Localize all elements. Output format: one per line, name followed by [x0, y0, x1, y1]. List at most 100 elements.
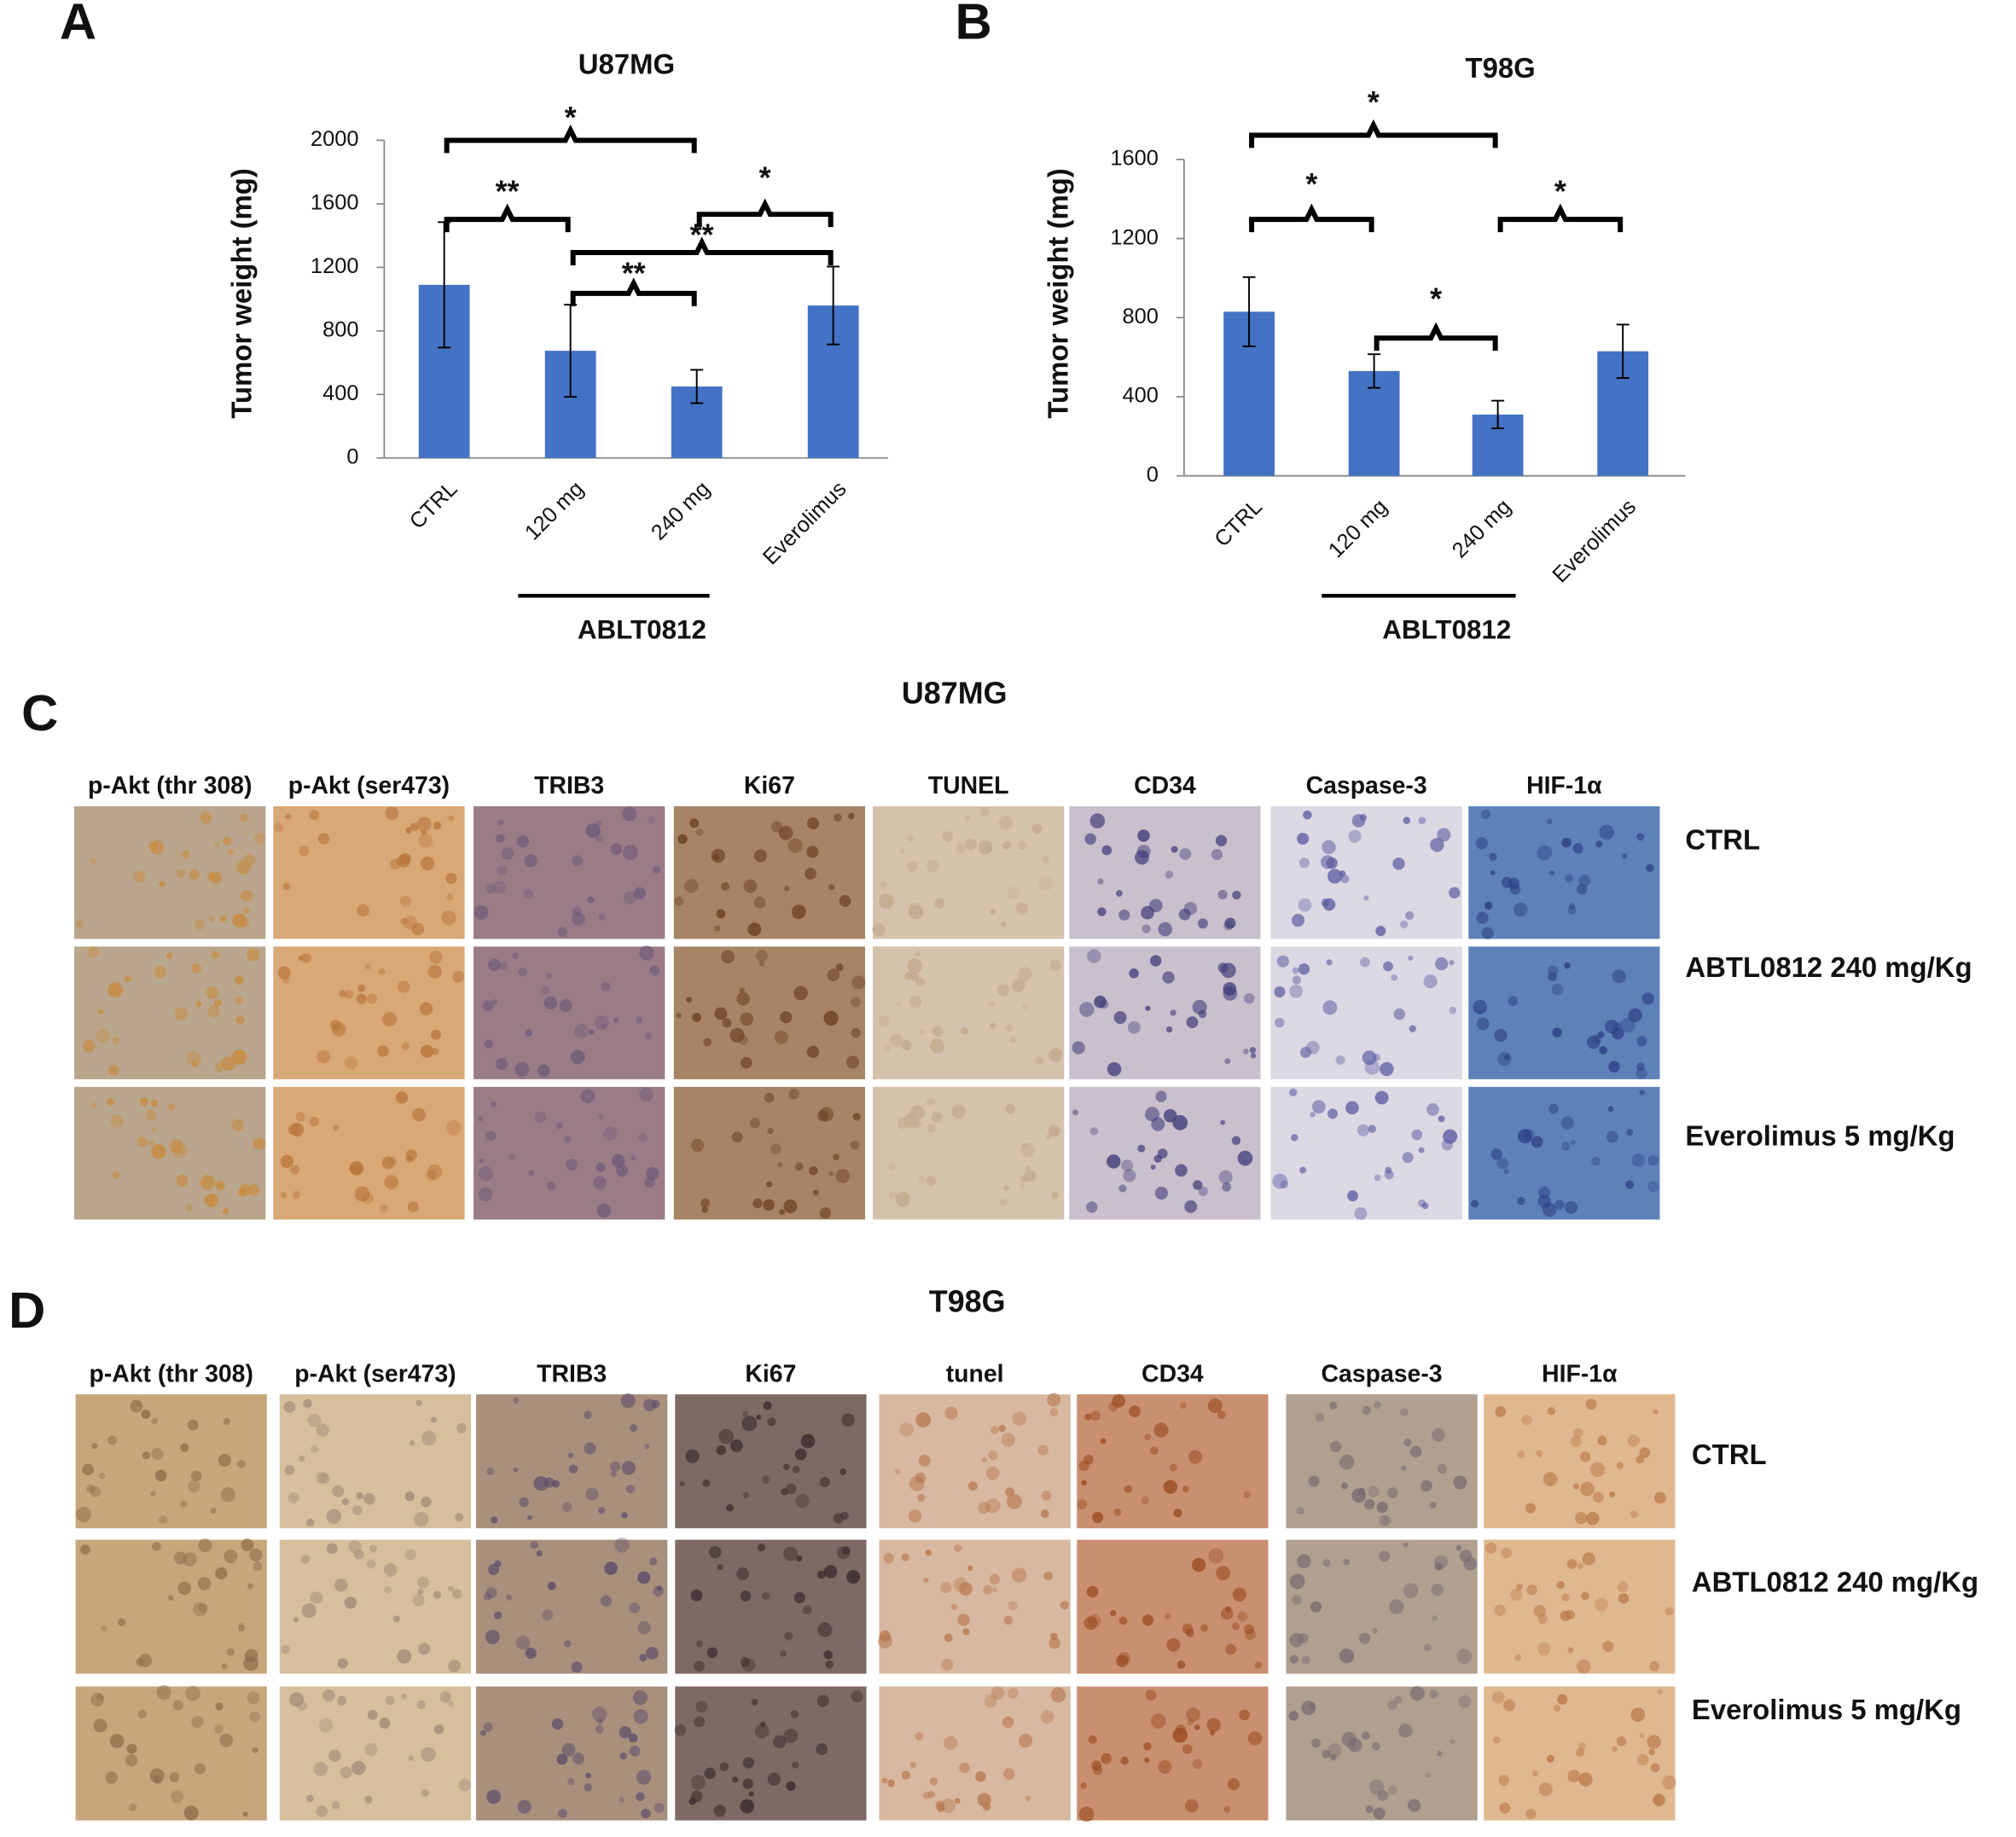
cell: [306, 1794, 314, 1802]
cell: [1358, 1632, 1371, 1644]
cell: [1193, 1180, 1203, 1190]
cell: [1247, 1731, 1262, 1746]
micrograph: [1468, 805, 1660, 939]
micrograph-background: [1468, 805, 1660, 939]
cell: [1092, 1511, 1104, 1524]
cell: [561, 1502, 572, 1513]
cell: [1186, 1016, 1199, 1029]
cell: [1022, 1003, 1030, 1010]
cell: [497, 864, 508, 875]
cell: [1118, 909, 1130, 921]
cell: [106, 1097, 114, 1106]
cell: [991, 1686, 1005, 1700]
cell: [585, 1772, 591, 1779]
cell: [731, 1131, 743, 1143]
cell: [1626, 1129, 1634, 1136]
cell: [1473, 999, 1488, 1014]
y-tick-label: 1600: [1110, 147, 1159, 171]
micrograph: [879, 1686, 1071, 1821]
cell: [1006, 1493, 1022, 1509]
cell: [641, 1808, 651, 1819]
cell: [238, 1622, 245, 1628]
cell: [1002, 1768, 1015, 1780]
cell: [763, 1401, 772, 1410]
cell: [452, 1589, 462, 1599]
cell: [597, 1718, 604, 1725]
cell: [180, 1500, 187, 1508]
cell: [166, 952, 173, 959]
cell: [433, 1590, 442, 1599]
cell: [243, 907, 250, 914]
cell: [767, 1417, 776, 1427]
cell: [676, 1012, 683, 1019]
cell: [1303, 810, 1312, 820]
cell: [76, 1507, 91, 1523]
cell: [237, 1460, 246, 1468]
cell: [1581, 1591, 1589, 1601]
cell: [1299, 1166, 1307, 1174]
cell: [985, 1466, 1000, 1480]
cell: [151, 1144, 166, 1160]
cell: [1605, 1020, 1619, 1034]
cell: [1553, 1705, 1561, 1712]
cell: [564, 1136, 572, 1143]
cell: [333, 1125, 340, 1131]
cell: [918, 1455, 931, 1467]
cell: [1380, 1061, 1394, 1077]
cell: [1636, 1753, 1649, 1766]
cell: [307, 1413, 322, 1427]
cell: [1165, 870, 1174, 879]
cell: [1363, 1498, 1375, 1510]
cell: [559, 999, 572, 1013]
cell: [1163, 1479, 1177, 1494]
cell: [426, 1170, 438, 1181]
cell: [944, 1406, 958, 1420]
cell: [1173, 1509, 1182, 1518]
cell: [1537, 845, 1553, 861]
cell: [783, 1199, 798, 1213]
cell: [1548, 1103, 1559, 1114]
x-tick-label: Everolimus: [1548, 495, 1641, 588]
cell: [191, 1470, 202, 1482]
cell: [180, 1443, 189, 1452]
cell: [1646, 863, 1654, 872]
cell: [1535, 1450, 1543, 1457]
cell: [485, 1131, 497, 1142]
cell: [1144, 1433, 1152, 1441]
micrograph-background: [273, 1086, 465, 1220]
micrograph: [673, 946, 866, 1079]
cell: [93, 1718, 107, 1733]
cell: [448, 815, 455, 822]
micrograph-background: [75, 1394, 267, 1529]
panel-letter: B: [956, 0, 992, 50]
cell: [491, 999, 498, 1005]
cell: [805, 868, 816, 880]
cell: [528, 1170, 535, 1177]
micrograph: [673, 1086, 866, 1220]
cell: [806, 846, 819, 858]
cell: [702, 1479, 711, 1487]
cell: [400, 917, 408, 925]
cell: [1289, 1573, 1305, 1590]
y-tick-label: 1200: [1110, 225, 1159, 249]
micrograph: [1077, 1686, 1269, 1822]
cell: [1341, 1482, 1348, 1490]
micrograph-background: [1270, 1086, 1462, 1220]
cell: [1398, 1724, 1413, 1738]
cell: [709, 1545, 722, 1559]
cell: [1050, 1687, 1066, 1703]
cell: [636, 1792, 645, 1802]
cell: [1379, 1550, 1391, 1562]
cell: [207, 1005, 220, 1018]
cell: [188, 1479, 200, 1493]
cell: [352, 1505, 363, 1516]
cell: [648, 1557, 658, 1566]
cell: [1391, 974, 1398, 981]
cell: [1072, 1041, 1085, 1055]
cell: [1288, 1711, 1299, 1721]
cell: [1403, 1583, 1419, 1599]
cell: [1116, 1654, 1129, 1668]
cell: [1021, 1142, 1027, 1148]
cell: [1091, 1760, 1102, 1771]
cell: [213, 999, 222, 1008]
